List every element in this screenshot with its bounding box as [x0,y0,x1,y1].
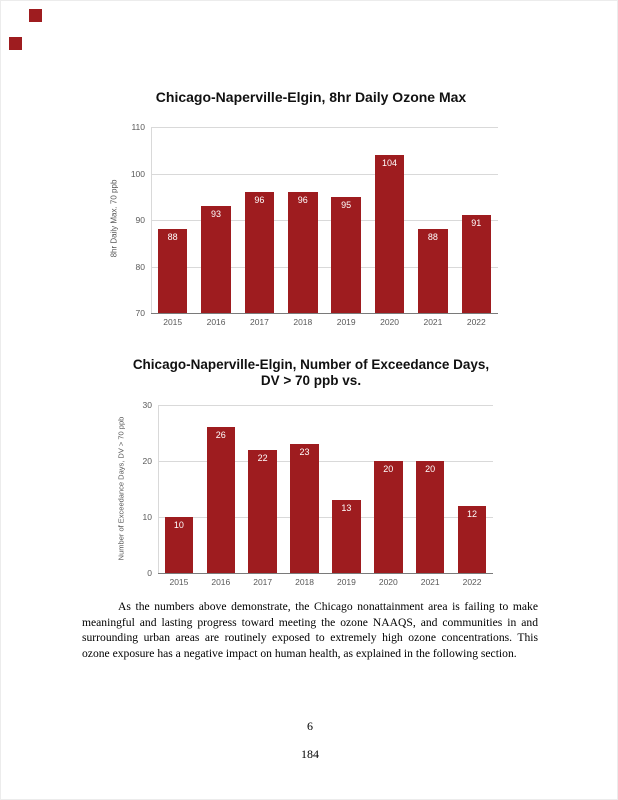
x-tick-label: 2015 [169,577,189,587]
ozone-max-chart-title: Chicago-Naperville-Elgin, 8hr Daily Ozon… [155,89,467,105]
body-paragraph: As the numbers above demonstrate, the Ch… [82,600,538,660]
ozone-max-plot: 70 80 90 100 110 88 2015 93 2016 96 2017 96 2018 95 20… [131,122,498,327]
gridline [158,517,493,518]
bar-value-label: 88 [167,232,178,243]
gridline [151,127,498,128]
y-tick-label: 10 [142,512,152,522]
x-tick-label: 2018 [293,317,313,327]
bar-2022: 12 [457,505,487,573]
gridline [158,405,493,406]
bar-2020: 104 [374,154,405,313]
bar-value-label: 12 [467,508,478,519]
bar-value-label: 88 [427,232,438,243]
bar-value-label: 95 [341,199,352,210]
bar-2018: 23 [290,444,319,573]
x-tick-label: 2019 [336,577,356,587]
bar-value-label: 13 [341,503,352,514]
bar-2021: 88 [418,229,448,313]
bar-2019: 95 [331,196,361,313]
x-axis-line [158,573,493,574]
x-tick-label: 2019 [336,317,356,327]
bar-2018: 96 [288,192,318,313]
y-tick-label: 90 [135,215,145,225]
y-tick-label: 80 [135,261,145,272]
bar-2016: 93 [201,206,231,313]
bar-value-label: 96 [297,195,308,206]
gridline [151,220,498,221]
bar-value-label: 22 [257,452,268,463]
ozone-max-y-axis-label: 8hr Daily Max. 70 ppb [109,179,119,258]
bar-2020: 20 [374,461,403,573]
x-tick-label: 2020 [380,317,400,327]
x-tick-label: 2017 [253,577,273,587]
x-tick-label: 2018 [295,577,315,587]
y-tick-label: 70 [135,308,145,318]
x-tick-label: 2020 [378,577,398,587]
x-tick-label: 2016 [206,317,226,327]
x-axis-line [151,313,498,314]
x-tick-label: 2021 [420,577,440,587]
gridline [151,266,498,268]
bar-2016: 26 [206,427,236,573]
x-tick-label: 2016 [211,577,231,587]
page-number: 6 [307,719,313,733]
y-tick-label: 100 [130,168,145,179]
bar-2019: 13 [332,500,361,573]
bar-value-label: 93 [211,209,222,220]
bar-value-label: 23 [299,447,310,458]
y-tick-label: 20 [142,456,152,466]
x-tick-label: 2015 [163,317,183,327]
bar-2017: 96 [244,192,275,313]
x-tick-label: 2022 [466,317,486,327]
bar-value-label: 20 [383,464,394,474]
bar-2022: 91 [461,215,492,313]
exceedance-days-y-axis-label: Number of Exceedance Days, DV > 70 ppb [116,416,126,561]
x-tick-label: 2022 [462,577,482,587]
bar-value-label: 91 [471,218,482,229]
x-tick-label: 2021 [423,317,443,327]
gridline [158,461,493,462]
bar-2015: 88 [157,229,188,313]
bar-2017: 22 [248,449,277,573]
exceedance-days-chart-title: Chicago-Naperville-Elgin, Number of Exce… [132,357,490,388]
y-axis-line [158,405,159,573]
bates-stamp-number: 184 [301,747,319,761]
gridline [151,173,498,175]
y-tick-label: 110 [131,122,145,132]
corner-mark [29,9,42,22]
bar-value-label: 10 [173,520,184,530]
y-tick-label: 30 [142,400,152,410]
exceedance-days-plot: 0 10 20 30 10 2015 26 2016 22 2017 23 2018 13 2019 20 2… [143,400,493,587]
bar-value-label: 104 [382,157,398,168]
bar-2021: 20 [415,461,445,573]
bar-2015: 10 [164,517,194,573]
y-tick-label: 0 [147,568,152,578]
bar-value-label: 26 [215,430,226,441]
corner-mark [9,37,22,50]
x-tick-label: 2017 [249,317,269,327]
bar-value-label: 20 [425,464,436,474]
bar-value-label: 96 [254,195,265,206]
